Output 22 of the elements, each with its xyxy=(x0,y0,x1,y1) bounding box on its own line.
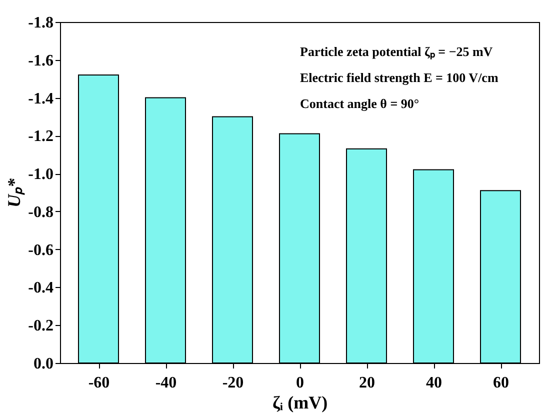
y-tick-label: -1.2 xyxy=(28,128,54,146)
x-axis-title: ζᵢ (mV) xyxy=(272,392,328,412)
y-tick-label: -0.8 xyxy=(28,204,54,221)
y-tick-label: -1.4 xyxy=(28,90,54,108)
y-tick-label: -0.4 xyxy=(28,280,54,297)
annotation: Particle zeta potential ζₚ = −25 mV xyxy=(300,44,494,60)
y-tick-label: -1.6 xyxy=(28,52,54,70)
x-tick-label: -20 xyxy=(222,374,244,392)
x-tick-label: -40 xyxy=(155,374,177,392)
y-tick-label: -0.6 xyxy=(28,242,54,259)
y-tick-label: 0.0 xyxy=(34,356,54,372)
y-tick-label: -1.8 xyxy=(28,14,54,32)
x-tick-label: 60 xyxy=(493,374,509,392)
x-tick-label: 40 xyxy=(426,374,442,392)
x-tick-label: -60 xyxy=(88,374,110,392)
y-axis-title: Uₚ* xyxy=(4,178,26,208)
annotation: Electric field strength E = 100 V/cm xyxy=(300,70,498,85)
annotation: Contact angle θ = 90° xyxy=(300,96,420,111)
y-tick-label: -0.2 xyxy=(28,318,54,335)
x-tick-label: 0 xyxy=(296,374,304,392)
x-tick-label: 20 xyxy=(359,374,375,392)
y-tick-label: -1.0 xyxy=(28,166,54,184)
